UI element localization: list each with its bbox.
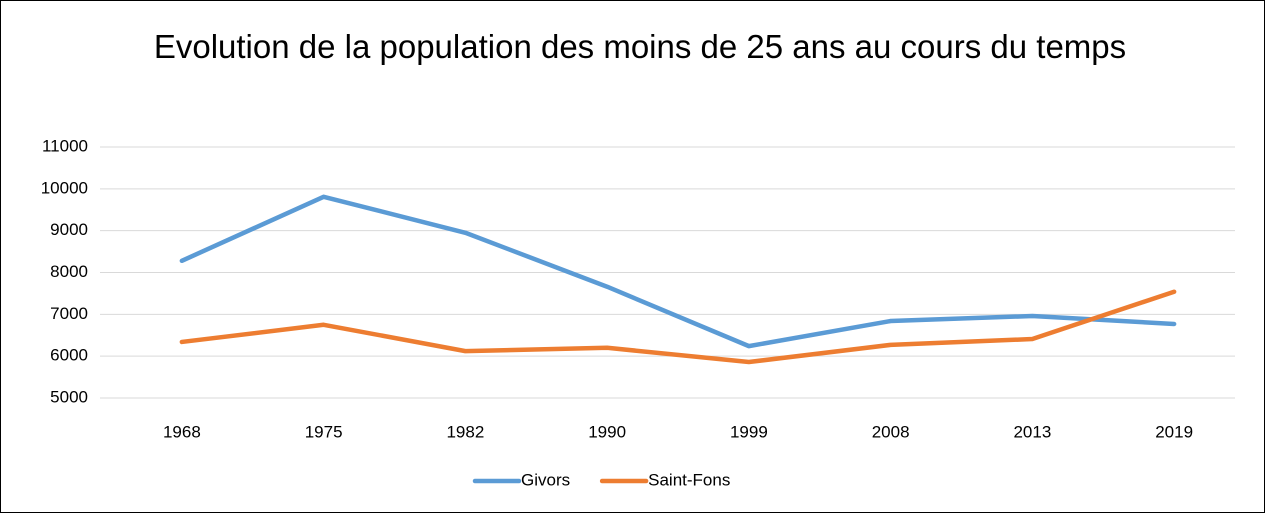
x-tick-label: 2008 — [872, 422, 910, 441]
x-tick-label: 2019 — [1155, 422, 1193, 441]
y-tick-label: 6000 — [50, 346, 88, 365]
legend-label: Givors — [521, 470, 570, 489]
y-tick-label: 8000 — [50, 262, 88, 281]
chart-title: Evolution de la population des moins de … — [153, 28, 1127, 65]
legend-label: Saint-Fons — [648, 470, 730, 489]
line-series — [179, 289, 1177, 365]
x-tick-label: 1999 — [730, 422, 768, 441]
x-tick-label: 1990 — [588, 422, 626, 441]
y-tick-label: 7000 — [50, 304, 88, 323]
x-tick-label: 1968 — [163, 422, 201, 441]
x-tick-label: 2013 — [1013, 422, 1051, 441]
x-tick-label: 1975 — [305, 422, 343, 441]
line-series — [179, 194, 1177, 349]
y-tick-label: 9000 — [50, 220, 88, 239]
y-tick-label: 5000 — [50, 387, 88, 406]
y-tick-label: 10000 — [41, 178, 88, 197]
x-tick-label: 1982 — [446, 422, 484, 441]
y-tick-label: 11000 — [42, 136, 88, 155]
